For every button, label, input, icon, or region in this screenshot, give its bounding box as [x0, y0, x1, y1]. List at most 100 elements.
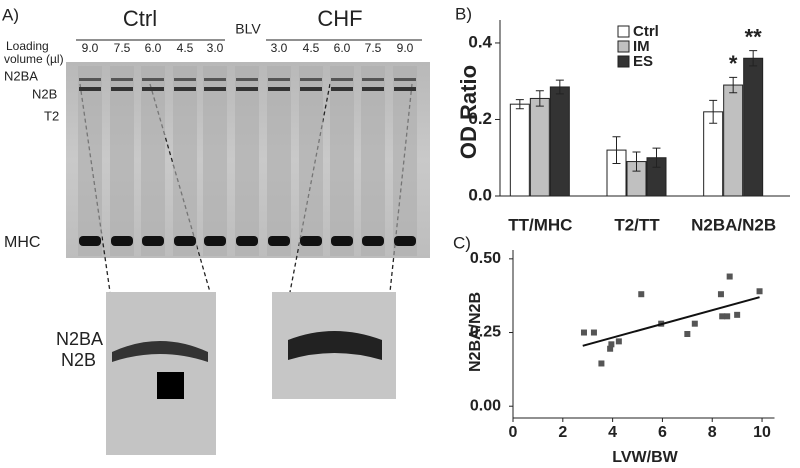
band [236, 236, 258, 246]
point [607, 345, 614, 352]
inset-mask [157, 372, 184, 399]
band [142, 78, 164, 81]
error-bar [612, 136, 621, 164]
band [142, 87, 164, 91]
x-tick-label: TT/MHC [508, 215, 572, 234]
trend-line [582, 296, 760, 347]
inset-label: N2B [61, 350, 96, 370]
band-label: MHC [4, 234, 40, 251]
volume-label: 6.0 [334, 41, 351, 55]
lane [267, 66, 291, 256]
point [608, 341, 615, 348]
point [717, 291, 724, 298]
error-bar [709, 99, 718, 124]
point [580, 329, 587, 336]
y-tick-label: 0.00 [470, 397, 501, 414]
inset-band [112, 341, 208, 362]
lane [173, 66, 197, 256]
axis [499, 20, 790, 197]
x-tick-label: 10 [753, 424, 771, 441]
point [691, 320, 698, 327]
band [362, 236, 384, 246]
band [174, 236, 196, 246]
band [331, 236, 353, 246]
band [236, 78, 258, 81]
band [204, 78, 226, 81]
y-tick-label: 0.50 [470, 250, 501, 267]
point [724, 313, 731, 320]
volume-label: 3.0 [271, 41, 288, 55]
band [362, 78, 384, 81]
axis [512, 250, 775, 419]
bar [743, 57, 764, 197]
band [79, 78, 101, 81]
point [719, 313, 726, 320]
x-tick-label: 8 [708, 424, 717, 441]
point [684, 331, 691, 337]
legend-swatch [617, 55, 630, 68]
volume-label: 7.5 [114, 41, 131, 55]
point [756, 288, 763, 295]
loading-label: Loading [6, 39, 49, 53]
significance: * [729, 51, 738, 76]
band [79, 236, 101, 246]
band [394, 236, 416, 246]
volume-label: 7.5 [365, 41, 382, 55]
error-bar [729, 76, 738, 94]
band [111, 78, 133, 81]
inset-label: N2BA [56, 329, 103, 349]
band [236, 87, 258, 91]
x-tick-label: N2BA/N2B [691, 215, 776, 234]
bar [509, 103, 530, 197]
x-tick-label: 2 [558, 424, 567, 441]
error-bar [652, 147, 661, 168]
error-bar [632, 151, 641, 172]
band [300, 87, 322, 91]
band [79, 87, 101, 91]
group-label: Ctrl [123, 6, 157, 31]
point [590, 329, 597, 336]
band-label: N2B [32, 86, 57, 101]
band [394, 78, 416, 81]
lane [235, 66, 259, 256]
x-axis-label: LVW/BW [612, 449, 678, 466]
y-tick-label: 0.0 [468, 185, 492, 204]
error-bar [535, 90, 544, 107]
band [331, 78, 353, 81]
bar [549, 86, 570, 197]
band [331, 87, 353, 91]
band [111, 87, 133, 91]
lane [78, 66, 102, 256]
panel-label: B) [455, 4, 472, 23]
x-tick-label: 4 [608, 424, 617, 441]
lane [330, 66, 354, 256]
point [726, 273, 733, 280]
error-bar [555, 79, 564, 95]
volume-label: 4.5 [303, 41, 320, 55]
lane [141, 66, 165, 256]
lane [361, 66, 385, 256]
legend-label: Ctrl [633, 23, 659, 40]
band [174, 78, 196, 81]
band [204, 87, 226, 91]
volume-label: 4.5 [177, 41, 194, 55]
band [268, 236, 290, 246]
point [598, 360, 605, 367]
volume-label: 6.0 [145, 41, 162, 55]
group-label: BLV [235, 21, 261, 37]
band [362, 87, 384, 91]
panel-label: A) [2, 5, 19, 24]
band [300, 78, 322, 81]
group-label: CHF [317, 6, 362, 31]
volume-label: 9.0 [82, 41, 99, 55]
point [734, 311, 741, 318]
y-tick-label: 0.25 [470, 324, 501, 341]
bar [703, 111, 724, 197]
lane [299, 66, 323, 256]
band [268, 87, 290, 91]
inset-band [288, 331, 382, 360]
volume-label: 3.0 [207, 41, 224, 55]
